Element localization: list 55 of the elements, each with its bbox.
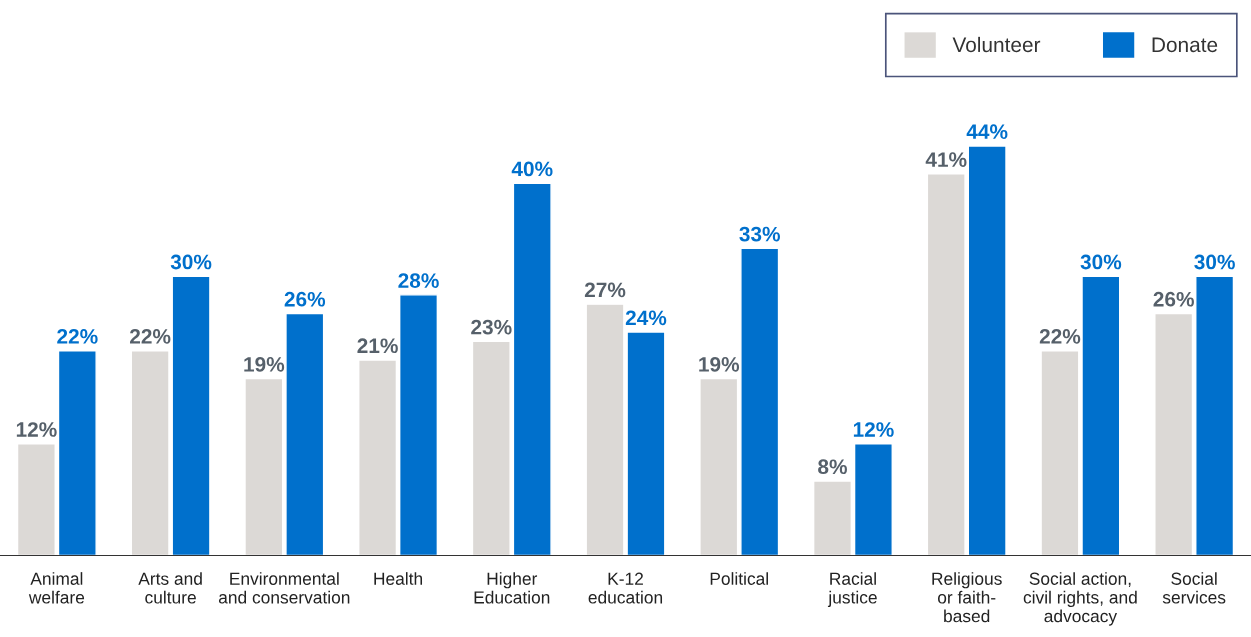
x-tick-label: Social services	[1162, 572, 1226, 604]
bar	[285, 312, 325, 556]
data-label: 44%	[966, 124, 1008, 140]
bar	[853, 443, 893, 556]
data-label: 40%	[511, 161, 553, 177]
x-tick-label: Animal welfare	[28, 572, 85, 604]
bar	[1040, 350, 1080, 556]
data-label: 22%	[129, 329, 171, 344]
bar	[512, 182, 552, 556]
x-tick-label: Political	[710, 572, 768, 585]
data-label: 24%	[625, 310, 667, 326]
bar	[926, 173, 966, 556]
x-tick-label: Social action, civil rights, and advocacy	[1023, 572, 1137, 626]
data-label: 19%	[244, 356, 285, 372]
data-label: 12%	[853, 422, 894, 437]
x-tick-label: Higher Education	[474, 572, 550, 604]
x-tick-label: Religious or faith- based	[932, 572, 1002, 623]
data-label: 30%	[1194, 254, 1235, 270]
bar	[244, 377, 284, 556]
bar	[699, 377, 739, 556]
bar	[967, 145, 1007, 556]
bar	[16, 443, 56, 556]
bar	[471, 340, 511, 556]
data-label: 41%	[925, 152, 967, 167]
data-label: 8%	[818, 459, 847, 475]
bar	[812, 480, 853, 556]
bar	[1154, 312, 1194, 556]
bar	[398, 294, 439, 556]
data-label: 26%	[284, 291, 326, 307]
bar	[358, 359, 398, 556]
legend-label: Donate	[1152, 37, 1218, 53]
bar	[57, 350, 97, 556]
data-label: 26%	[1153, 291, 1194, 307]
data-label: 12%	[16, 422, 57, 437]
data-label: 30%	[170, 254, 212, 270]
data-label: 23%	[471, 319, 512, 335]
data-label: 33%	[739, 226, 780, 242]
data-label: 30%	[1080, 254, 1122, 270]
x-tick-label: Environmental and conservation	[218, 572, 350, 604]
data-label: 22%	[57, 329, 98, 344]
data-label: 22%	[1039, 329, 1081, 344]
bar	[740, 247, 780, 556]
bar	[130, 350, 170, 556]
x-tick-label: Health	[374, 572, 423, 585]
data-label: 21%	[357, 338, 398, 354]
x-tick-label: K-12 education	[588, 572, 663, 604]
x-tick-label: Racial justice	[827, 572, 877, 608]
bar	[1081, 275, 1121, 556]
data-label: 19%	[699, 356, 740, 372]
bar	[171, 275, 211, 556]
bar	[1195, 275, 1235, 556]
data-label: 28%	[398, 273, 439, 288]
data-label: 27%	[584, 282, 626, 298]
x-tick-label: Arts and culture	[138, 572, 202, 604]
legend-label: Volunteer	[952, 36, 1041, 53]
